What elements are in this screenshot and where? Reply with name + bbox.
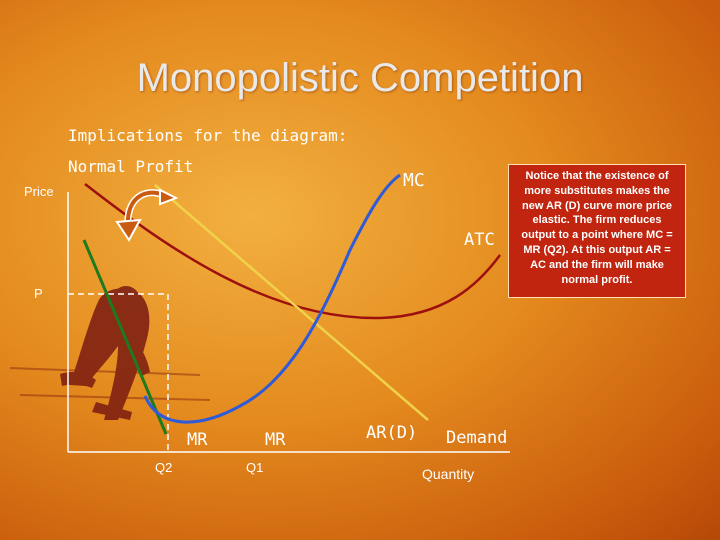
slide-title: Monopolistic Competition xyxy=(136,56,584,100)
note-text: Notice that the existence of more substi… xyxy=(521,170,673,286)
mc-label: MC xyxy=(403,170,425,191)
atc-curve xyxy=(84,183,502,320)
mr-new-label: MR xyxy=(187,430,208,450)
x-axis-label: Quantity xyxy=(422,466,475,482)
mc-curve xyxy=(143,173,401,424)
mr-new-curve xyxy=(82,239,168,435)
mr-old-label: MR xyxy=(265,430,286,450)
slide-subtitle: Implications for the diagram: xyxy=(68,126,348,145)
y-axis-label: Price xyxy=(24,184,54,199)
ar-label: AR(D) xyxy=(366,423,418,443)
demand-label: Demand xyxy=(446,428,508,448)
ar-demand-curve xyxy=(154,184,429,421)
q2-label: Q2 xyxy=(155,460,173,475)
price-label: P xyxy=(34,286,43,301)
q1-label: Q1 xyxy=(246,460,264,475)
atc-label: ATC xyxy=(464,230,495,250)
normal-profit-label: Normal Profit xyxy=(68,157,194,176)
explanation-note: Notice that the existence of more substi… xyxy=(508,164,686,298)
curved-arrow-icon xyxy=(115,188,179,242)
runner-image xyxy=(60,286,150,420)
